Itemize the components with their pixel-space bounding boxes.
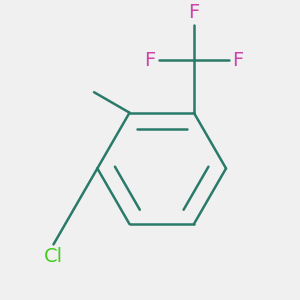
Text: F: F	[232, 51, 243, 70]
Text: Cl: Cl	[44, 247, 63, 266]
Text: F: F	[145, 51, 156, 70]
Text: F: F	[188, 3, 200, 22]
